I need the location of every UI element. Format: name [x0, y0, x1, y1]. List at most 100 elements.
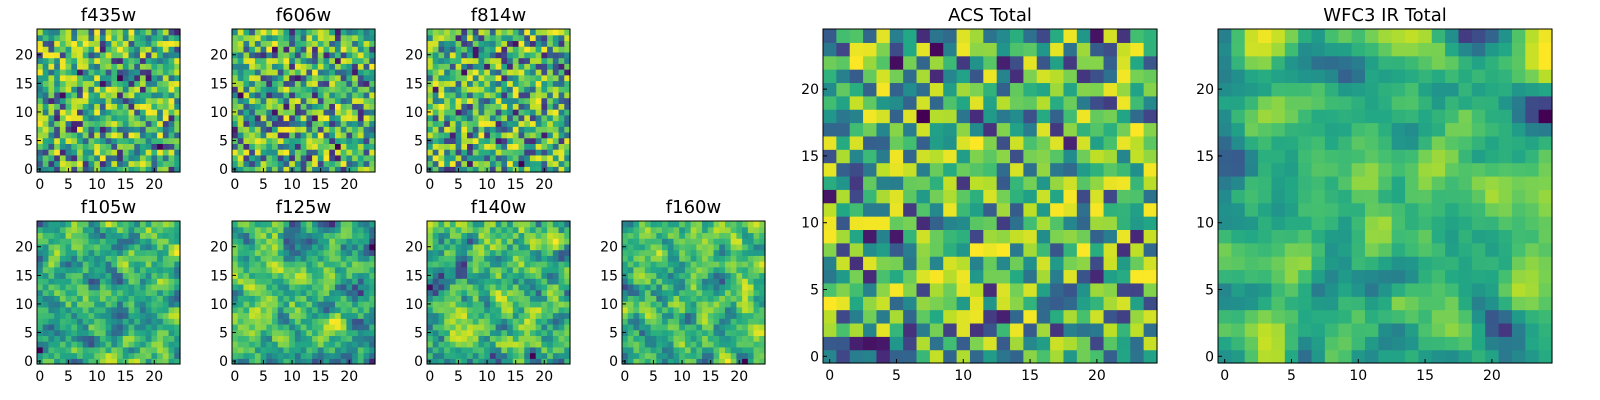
heatmap-cell — [467, 249, 474, 256]
heatmap-cell — [151, 226, 158, 234]
heatmap-cell — [1036, 296, 1051, 311]
heatmap-cell — [484, 97, 491, 104]
heatmap-cell — [272, 335, 279, 342]
heatmap-cell — [254, 301, 262, 308]
heatmap-cell — [232, 97, 239, 104]
heatmap-cell — [742, 221, 749, 228]
heatmap-cell — [507, 295, 514, 302]
heatmap-cell — [1063, 216, 1078, 230]
heatmap-cell — [111, 51, 118, 59]
heatmap-cell — [77, 40, 84, 47]
heatmap-cell — [547, 329, 554, 336]
heatmap-cell — [564, 114, 571, 122]
heatmap-cell — [174, 249, 181, 256]
heatmap-cell — [162, 120, 170, 127]
heatmap-cell — [369, 131, 376, 139]
heatmap-cell — [111, 46, 118, 53]
heatmap-cell — [558, 34, 565, 42]
x-tick-label: 5 — [649, 369, 658, 385]
heatmap-cell — [128, 341, 135, 348]
heatmap-cell — [472, 278, 480, 285]
heatmap-cell — [753, 306, 760, 314]
heatmap-cell — [444, 120, 451, 127]
heatmap-cell — [134, 346, 141, 354]
heatmap-cell — [444, 69, 451, 76]
heatmap-cell — [37, 226, 44, 234]
heatmap-cell — [312, 346, 319, 354]
heatmap-cell — [836, 242, 851, 257]
heatmap-cell — [317, 143, 325, 150]
heatmap-cell — [289, 154, 296, 162]
heatmap-cell — [77, 243, 84, 251]
heatmap-cell — [162, 283, 170, 291]
heatmap-cell — [929, 256, 944, 271]
heatmap-cell — [719, 232, 726, 239]
heatmap-cell — [427, 97, 434, 104]
heatmap-cell — [369, 221, 376, 228]
heatmap-cell — [916, 229, 931, 244]
heatmap-cell — [88, 352, 95, 359]
heatmap-cell — [478, 329, 485, 336]
heatmap-cell — [759, 238, 766, 245]
heatmap-cell — [702, 249, 709, 256]
heatmap-cell — [111, 86, 118, 93]
heatmap-cell — [518, 289, 525, 296]
heatmap-cell — [334, 69, 342, 76]
heatmap-cell — [1076, 269, 1091, 284]
heatmap-cell — [1130, 296, 1145, 311]
heatmap-cell — [633, 318, 640, 325]
heatmap-cell — [1130, 349, 1145, 364]
heatmap-cell — [467, 63, 474, 70]
heatmap-cell — [449, 103, 457, 110]
heatmap-cell — [467, 34, 474, 42]
heatmap-cell — [1076, 149, 1091, 164]
heatmap-cell — [529, 272, 537, 279]
heatmap-cell — [996, 202, 1011, 217]
heatmap-cell — [237, 40, 245, 47]
heatmap-cell — [145, 103, 152, 110]
heatmap-cell — [340, 266, 347, 274]
heatmap-cell — [724, 243, 732, 251]
heatmap-cell — [145, 221, 152, 228]
heatmap-cell — [254, 120, 262, 127]
heatmap-cell — [59, 221, 67, 228]
heatmap-cell — [283, 323, 290, 331]
heatmap-cell — [306, 126, 313, 133]
heatmap-cell — [168, 143, 175, 150]
heatmap-cell — [524, 69, 531, 76]
heatmap-cell — [1143, 202, 1158, 217]
heatmap-cell — [88, 154, 95, 162]
heatmap-cell — [88, 358, 95, 365]
heatmap-cell — [478, 301, 485, 308]
heatmap-cell — [444, 238, 451, 245]
heatmap-cell — [673, 278, 680, 285]
heatmap-cell — [237, 57, 245, 64]
heatmap-cell — [679, 301, 686, 308]
heatmap-cell — [243, 266, 250, 274]
heatmap-cell — [77, 160, 84, 167]
heatmap-cell — [134, 335, 141, 342]
heatmap-cell — [656, 278, 663, 285]
heatmap-cell — [352, 272, 359, 279]
heatmap-cell — [730, 306, 737, 314]
heatmap-cell — [352, 166, 359, 173]
heatmap-cell — [168, 249, 175, 256]
heatmap-cell — [535, 341, 542, 348]
heatmap-cell — [122, 97, 130, 104]
heatmap-cell — [849, 189, 864, 204]
heatmap-cell — [472, 109, 480, 116]
heatmap-cell — [283, 272, 290, 279]
heatmap-cell — [889, 242, 904, 257]
heatmap-cell — [501, 91, 508, 99]
heatmap-cell — [283, 226, 290, 234]
heatmap-cell — [77, 352, 84, 359]
heatmap-cell — [724, 249, 732, 256]
heatmap-cell — [357, 312, 365, 319]
heatmap-cell — [162, 91, 170, 99]
heatmap-cell — [512, 34, 520, 42]
heatmap-cell — [59, 346, 67, 354]
heatmap-cell — [145, 120, 152, 127]
heatmap-cell — [444, 91, 451, 99]
heatmap-cell — [1076, 189, 1091, 204]
heatmap-cell — [237, 109, 245, 116]
